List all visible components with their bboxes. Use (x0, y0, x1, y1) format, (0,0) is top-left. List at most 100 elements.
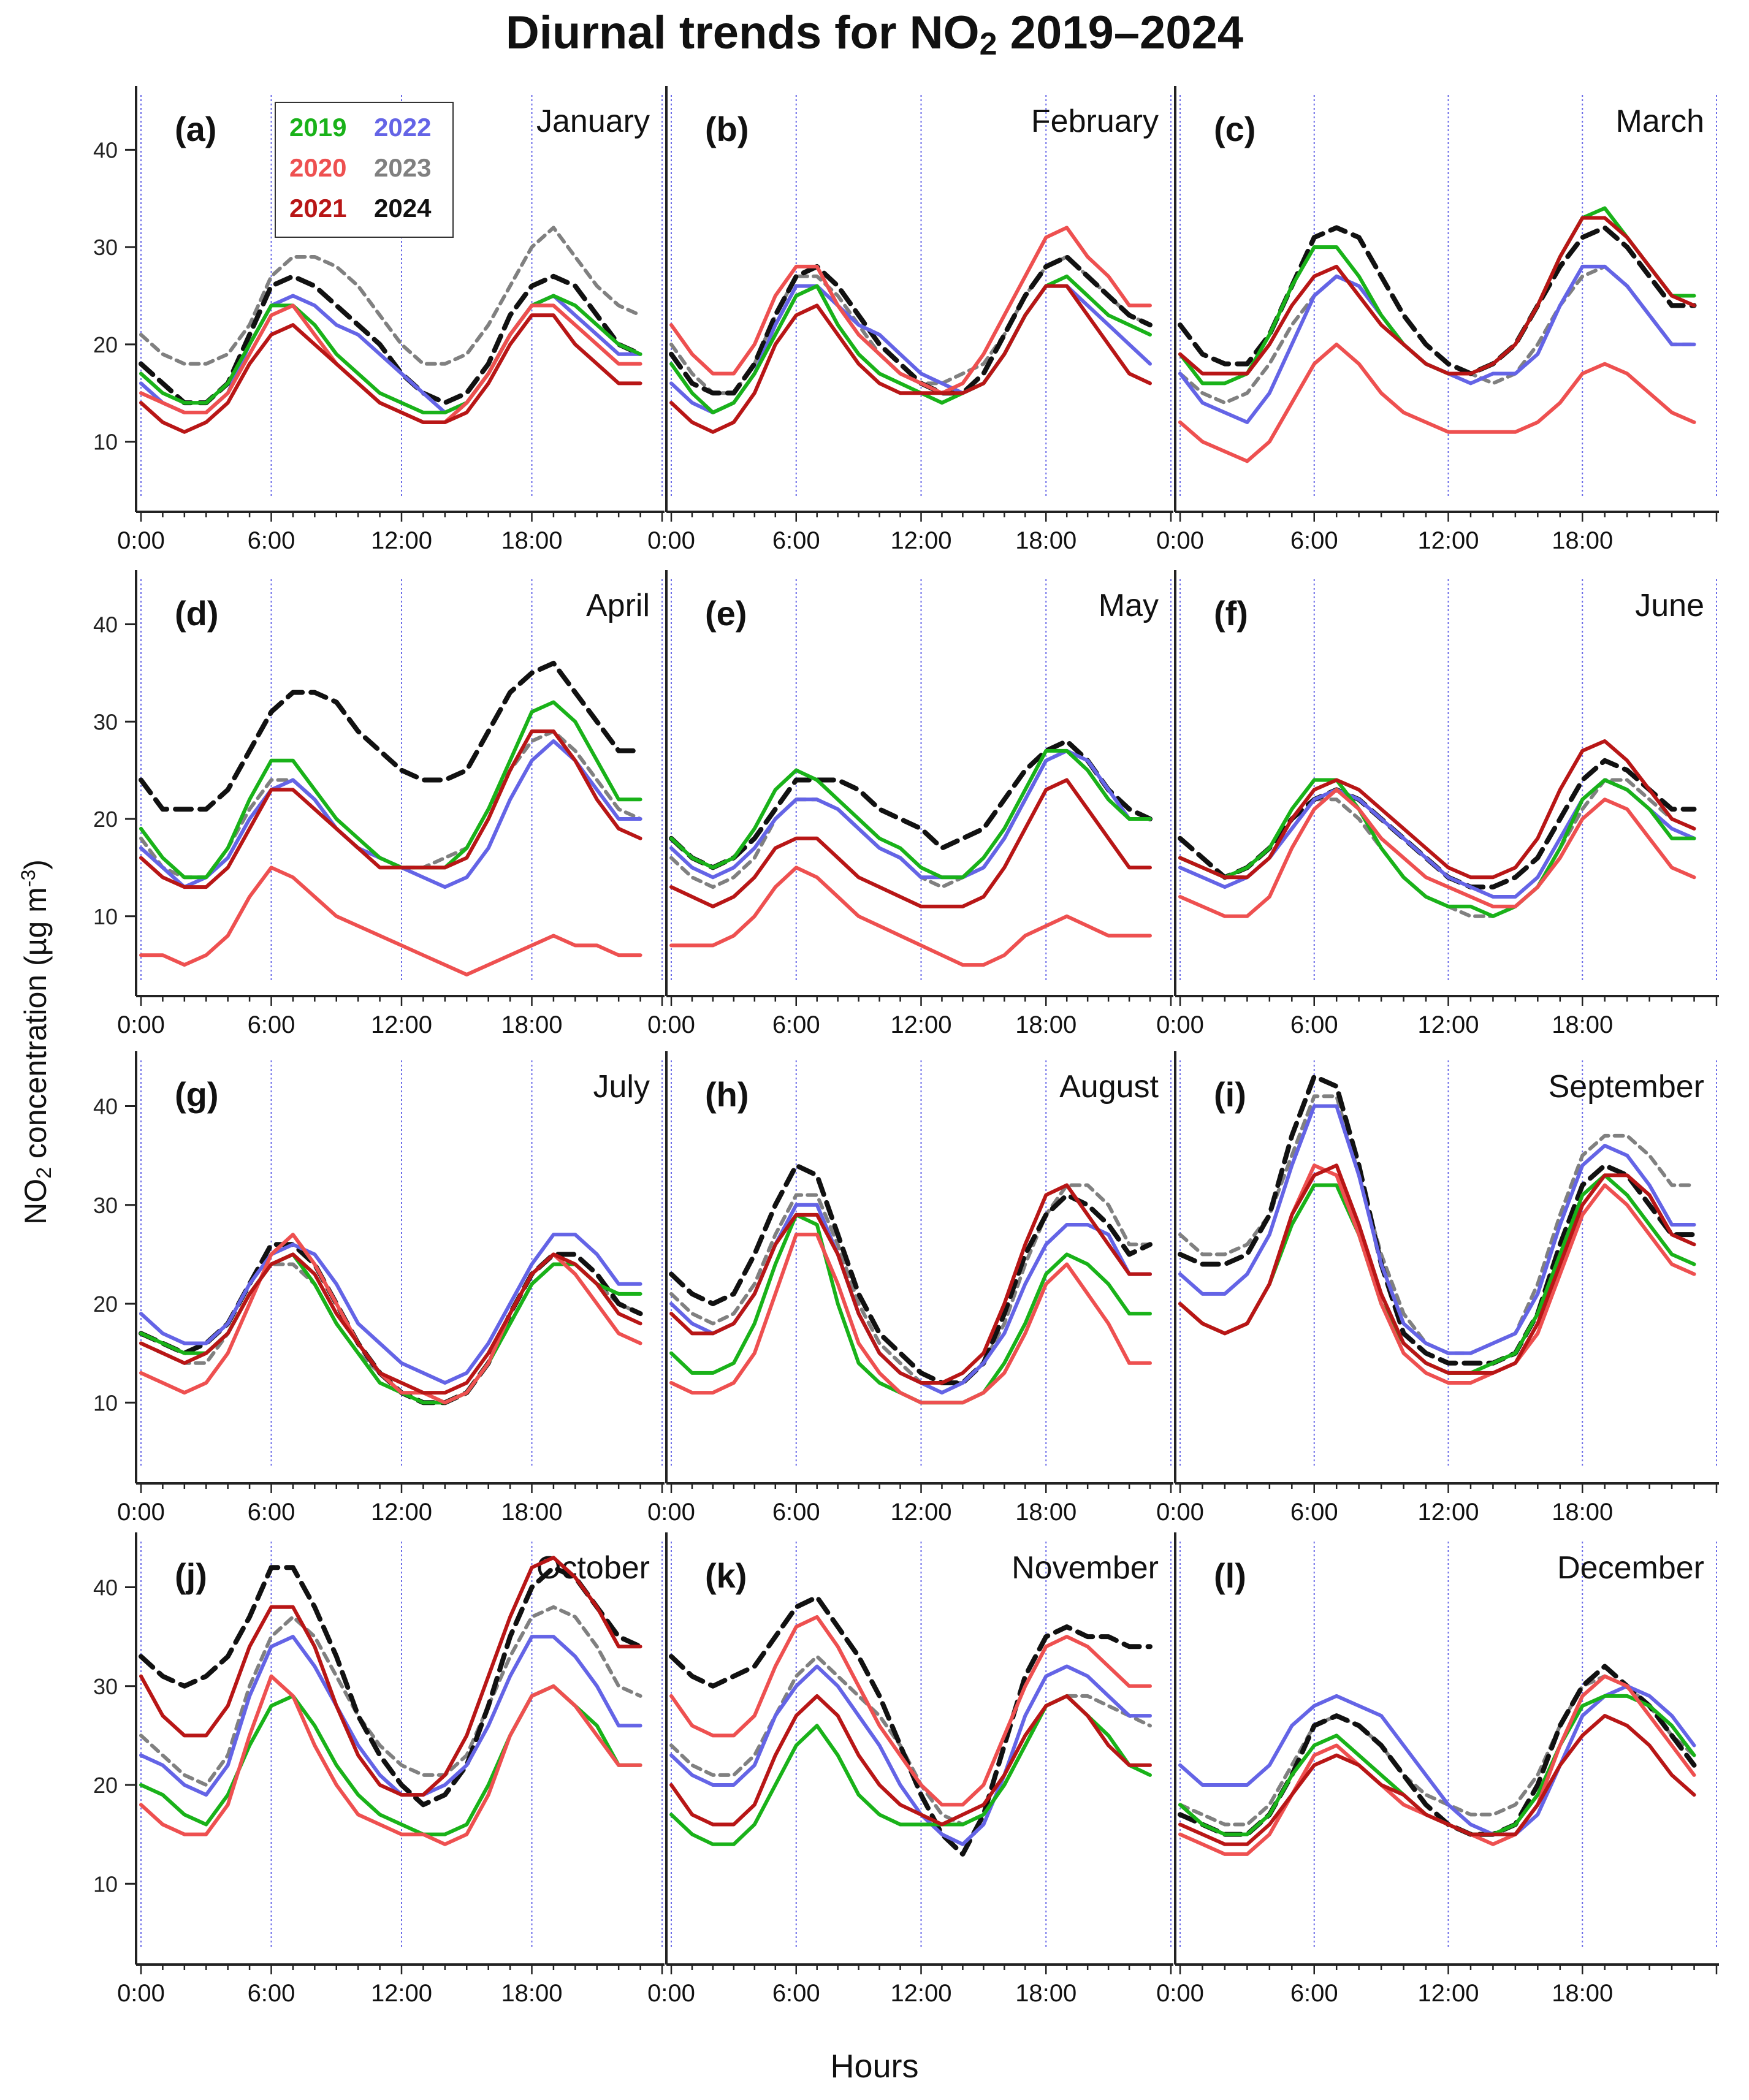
y-tick-label: 30 (93, 709, 118, 734)
legend-item-2022: 2022 (374, 113, 432, 142)
x-tick-label: 0:00 (647, 527, 695, 554)
x-tick-label: 18:00 (1015, 1011, 1076, 1038)
x-tick-label: 12:00 (371, 527, 432, 554)
month-label: September (1549, 1069, 1704, 1105)
month-label: May (1099, 588, 1159, 623)
y-tick-label: 10 (93, 1871, 118, 1896)
series-line-2022 (1178, 778, 1696, 899)
x-tick-label: 12:00 (1417, 1011, 1479, 1038)
panel-label: (g) (175, 1075, 219, 1114)
series-line-2024 (139, 273, 643, 406)
x-tick-label: 12:00 (1417, 1980, 1479, 2007)
month-label: April (586, 588, 650, 623)
series-line-2023 (669, 1654, 1152, 1827)
month-label: July (593, 1069, 650, 1105)
panel-label: (l) (1214, 1556, 1246, 1595)
x-tick-label: 0:00 (647, 1980, 695, 2007)
x-tick-label: 0:00 (117, 1980, 165, 2007)
y-tick-label: 20 (93, 807, 118, 832)
month-label: December (1557, 1550, 1704, 1586)
series-line-2022 (1178, 1104, 1696, 1355)
x-tick-label: 18:00 (1552, 1011, 1613, 1038)
panel-label: (b) (705, 110, 749, 148)
y-tick-label: 30 (93, 235, 118, 260)
series-line-2021 (669, 284, 1152, 434)
series-line-2019 (669, 274, 1152, 414)
x-axis-label: Hours (830, 2048, 919, 2085)
x-tick-label: 6:00 (1290, 1980, 1338, 2007)
panel-november: 0:00 6:00 12:00 18:00 (k) November (647, 1532, 1173, 2007)
x-tick-label: 6:00 (772, 527, 820, 554)
series-line-2021 (1178, 1163, 1696, 1375)
panel-september: 0:00 6:00 12:00 18:00 (i) September (1156, 1051, 1719, 1526)
series-line-2022 (1178, 264, 1696, 424)
panel-april: 10 20 30 40 0:00 6:00 12:00 18:00 (d) April (93, 570, 665, 1038)
series-line-2022 (139, 1635, 642, 1797)
month-label: August (1059, 1069, 1159, 1105)
x-tick-label: 6:00 (772, 1011, 820, 1038)
x-tick-label: 18:00 (1552, 1980, 1613, 2007)
series-line-2021 (139, 313, 642, 434)
series-line-2023 (1178, 1094, 1696, 1355)
x-tick-label: 0:00 (647, 1011, 695, 1038)
x-tick-label: 0:00 (1156, 1011, 1204, 1038)
panel-label: (h) (705, 1075, 749, 1114)
panel-may: 0:00 6:00 12:00 18:00 (e) May (647, 570, 1173, 1038)
series-line-2023 (669, 1183, 1152, 1385)
x-tick-label: 6:00 (1290, 1011, 1338, 1038)
x-tick-label: 6:00 (248, 1499, 295, 1526)
panel-label: (f) (1214, 594, 1248, 633)
series-line-2024 (1178, 1074, 1697, 1366)
series-line-2024 (1178, 225, 1697, 376)
x-tick-label: 12:00 (1417, 527, 1479, 554)
panel-label: (c) (1214, 110, 1256, 148)
panel-label: (e) (705, 594, 747, 633)
panel-june: 0:00 6:00 12:00 18:00 (f) June (1156, 570, 1719, 1038)
x-tick-label: 6:00 (248, 1980, 295, 2007)
panel-july: 10 20 30 40 0:00 6:00 12:00 18:00 (g) July (93, 1051, 665, 1526)
series-line-2019 (139, 700, 642, 880)
x-tick-label: 0:00 (117, 1499, 165, 1526)
x-tick-label: 12:00 (371, 1499, 432, 1526)
series-line-2022 (139, 1233, 642, 1385)
series-line-2021 (139, 1252, 642, 1395)
series-line-2019 (139, 1684, 642, 1836)
series-line-2020 (139, 865, 642, 976)
x-tick-label: 0:00 (1156, 1499, 1204, 1526)
series-line-2024 (139, 661, 643, 812)
series-line-2019 (1178, 1173, 1696, 1375)
series-line-2021 (669, 1694, 1152, 1827)
x-tick-label: 12:00 (371, 1980, 432, 2007)
series-line-2021 (139, 729, 642, 889)
series-line-2023 (1178, 778, 1696, 918)
chart-title: Diurnal trends for NO2 2019–2024 (505, 7, 1244, 62)
month-label: February (1031, 104, 1159, 139)
x-tick-label: 12:00 (890, 1980, 951, 2007)
month-label: June (1635, 588, 1704, 623)
x-tick-label: 18:00 (1015, 1980, 1076, 2007)
y-tick-label: 10 (93, 430, 118, 455)
month-label: November (1012, 1550, 1159, 1586)
x-tick-label: 12:00 (890, 1011, 951, 1038)
series-line-2021 (669, 1183, 1152, 1385)
x-tick-label: 12:00 (890, 527, 951, 554)
panel-january: 10 20 30 40 0:00 6:00 12:00 18:00 (a) January (93, 86, 665, 554)
series-line-2023 (139, 1605, 642, 1787)
series-line-2021 (669, 778, 1152, 908)
series-line-2021 (1178, 216, 1696, 376)
x-tick-label: 18:00 (1552, 1499, 1613, 1526)
panel-label: (k) (705, 1556, 747, 1595)
y-tick-label: 10 (93, 904, 118, 929)
y-tick-label: 20 (93, 1292, 118, 1317)
y-tick-label: 20 (93, 332, 118, 357)
series-line-2019 (139, 294, 642, 414)
x-tick-label: 6:00 (1290, 1499, 1338, 1526)
series-line-2024 (669, 254, 1153, 396)
x-tick-label: 6:00 (248, 1011, 295, 1038)
panel-label: (a) (175, 110, 216, 148)
series-line-2020 (1178, 788, 1696, 918)
x-tick-label: 0:00 (1156, 527, 1204, 554)
x-tick-label: 18:00 (1552, 527, 1613, 554)
x-tick-label: 0:00 (117, 527, 165, 554)
